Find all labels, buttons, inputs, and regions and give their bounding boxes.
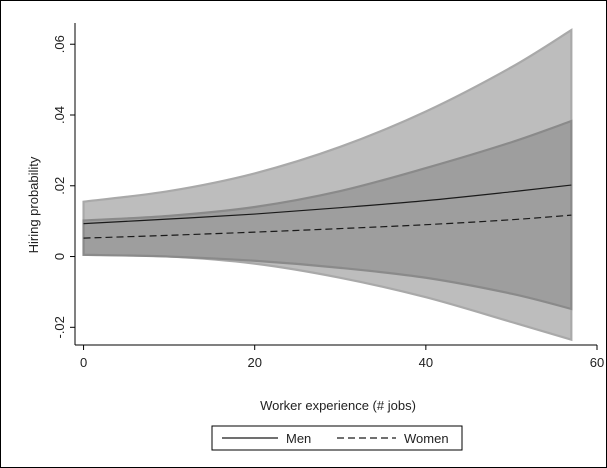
y-tick-label: -.02 <box>52 316 67 338</box>
x-tick-label: 40 <box>419 355 433 370</box>
y-tick-label: .04 <box>52 106 67 124</box>
line-men <box>83 184 572 225</box>
legend: Men Women <box>211 425 463 451</box>
y-tick-label: .02 <box>52 177 67 195</box>
confidence-bands <box>82 28 573 342</box>
x-tick-label: 0 <box>80 355 87 370</box>
axes: -.02 0 .02 .04 .06 0 20 40 60 <box>52 23 604 370</box>
y-tick-label: 0 <box>52 253 67 260</box>
y-tick-label: .06 <box>52 35 67 53</box>
y-axis-label: Hiring probability <box>26 156 41 253</box>
legend-men-label: Men <box>286 431 311 446</box>
ci-band-women <box>82 119 573 311</box>
x-axis-label: Worker experience (# jobs) <box>260 398 416 413</box>
x-tick-label: 60 <box>590 355 604 370</box>
legend-women-label: Women <box>404 431 449 446</box>
x-tick-label: 20 <box>247 355 261 370</box>
series-lines <box>83 184 572 239</box>
line-women <box>83 214 572 239</box>
